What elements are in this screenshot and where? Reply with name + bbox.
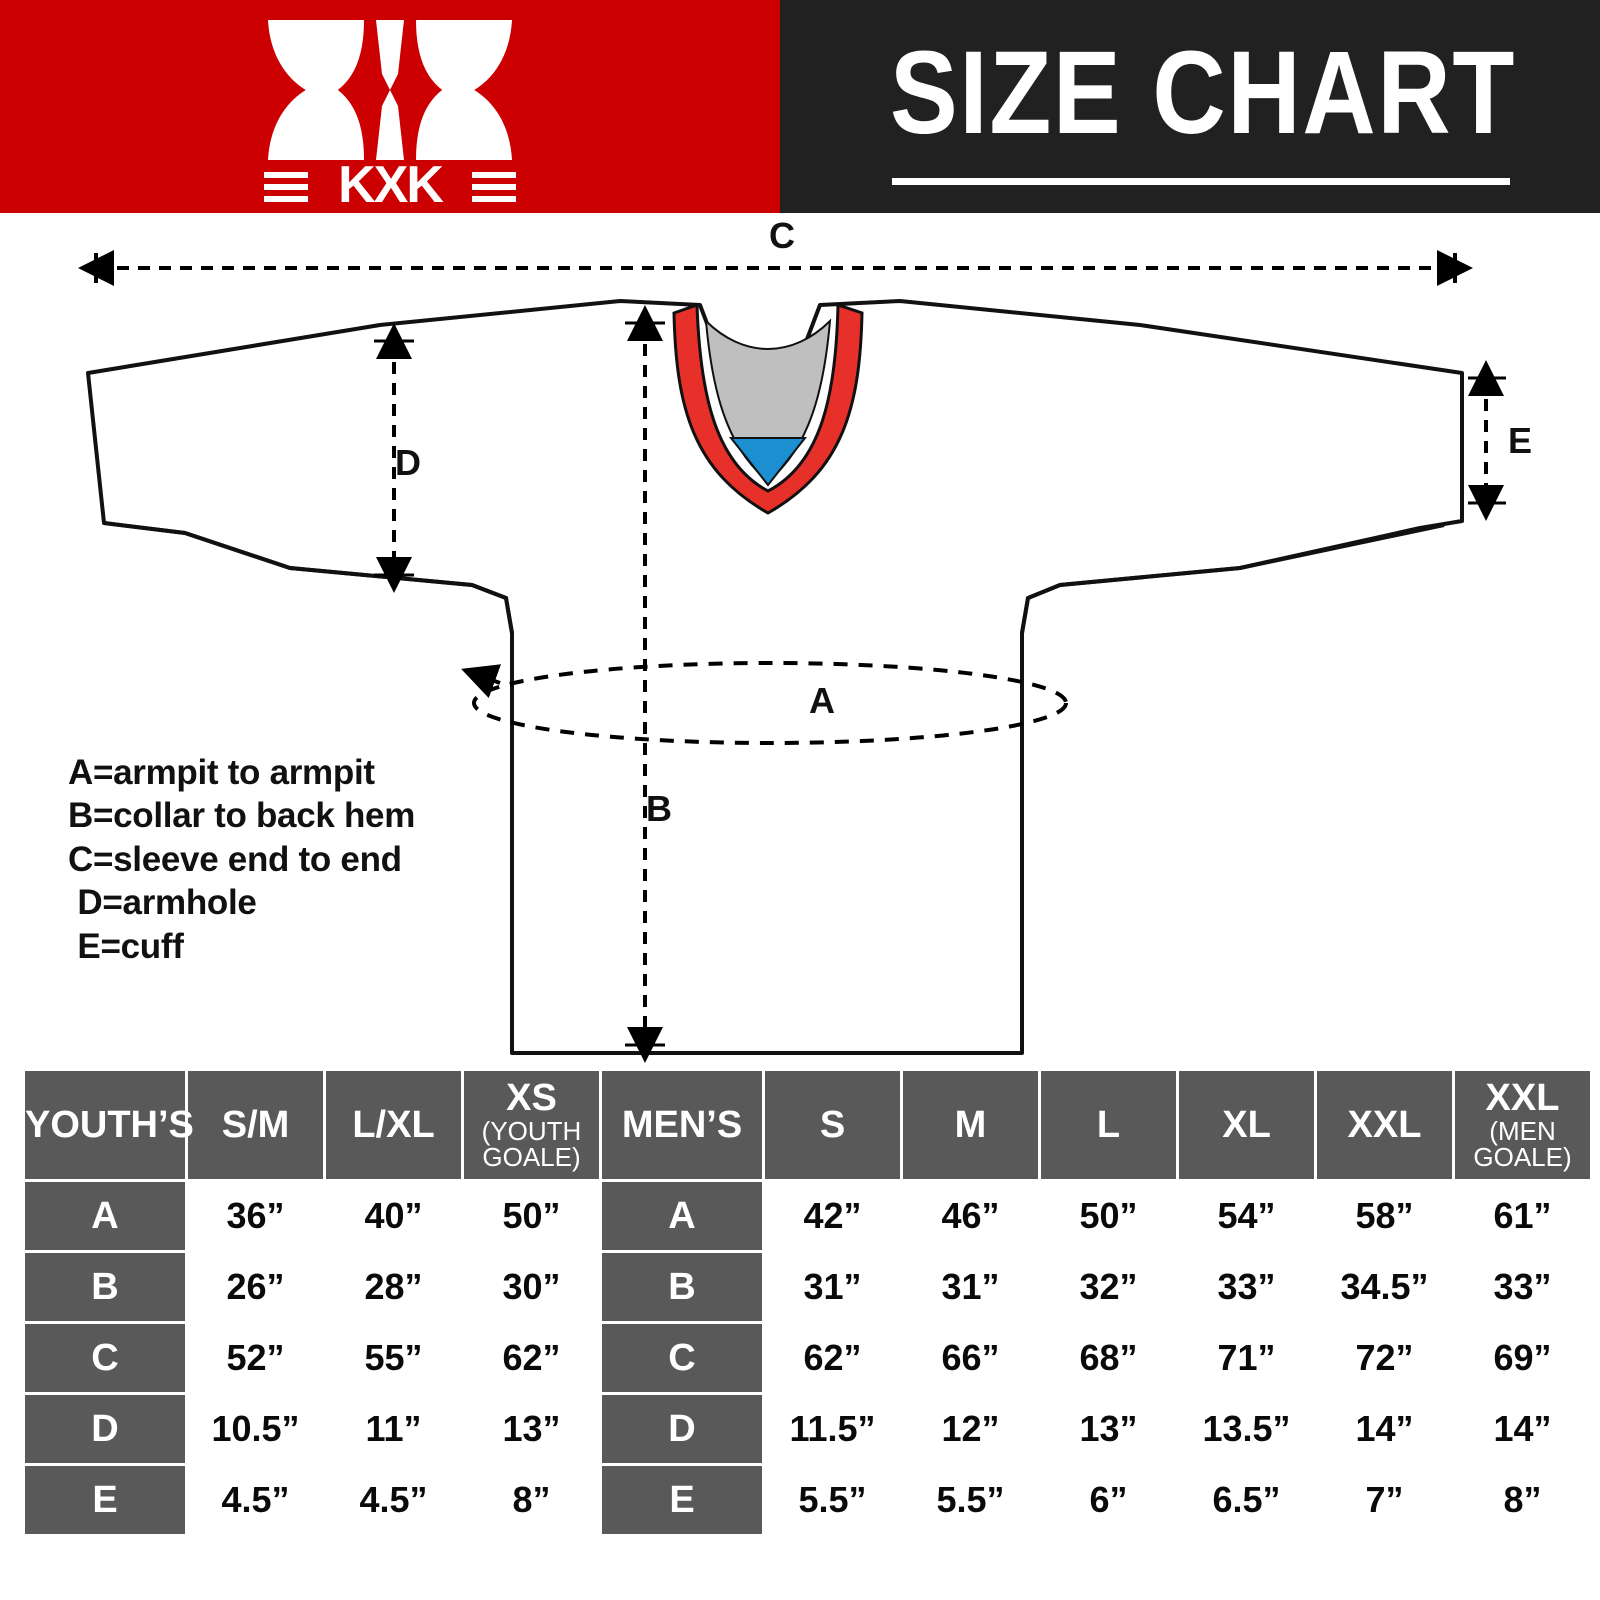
- cell-youth-b-2: 30”: [464, 1253, 599, 1321]
- table-row: D 10.5” 11” 13” D 11.5” 12” 13” 13.5” 14…: [25, 1395, 1590, 1463]
- header-mens-xxl-sub: (MEN GOALE): [1473, 1115, 1572, 1173]
- header-mens-xl: XL: [1179, 1071, 1314, 1179]
- collar-trim: [672, 302, 864, 515]
- cell-mens-d-0: 11.5”: [765, 1395, 900, 1463]
- title-underline: [892, 178, 1510, 185]
- page-title: SIZE CHART: [890, 27, 1517, 159]
- cell-mens-a-1: 46”: [903, 1182, 1038, 1250]
- cell-mens-a-3: 54”: [1179, 1182, 1314, 1250]
- cell-mens-d-3: 13.5”: [1179, 1395, 1314, 1463]
- brand-panel: KXK: [0, 0, 780, 214]
- row-label-mens-a: A: [602, 1182, 762, 1250]
- cell-youth-c-2: 62”: [464, 1324, 599, 1392]
- header-mens-xxl: XXL: [1317, 1071, 1452, 1179]
- cell-youth-d-0: 10.5”: [188, 1395, 323, 1463]
- cell-mens-c-4: 72”: [1317, 1324, 1452, 1392]
- cell-youth-b-1: 28”: [326, 1253, 461, 1321]
- cell-mens-e-4: 7”: [1317, 1466, 1452, 1534]
- size-table-container: YOUTH’S S/M L/XL XS (YOUTH GOALE) MEN’S …: [22, 1068, 1590, 1537]
- measurement-legend: A=armpit to armpit B=collar to back hem …: [68, 753, 416, 966]
- dimension-label-b: B: [646, 788, 672, 829]
- jersey-diagram-area: C D E B A A=armpit to armp: [0, 213, 1600, 1068]
- cell-mens-b-4: 34.5”: [1317, 1253, 1452, 1321]
- jersey-technical-drawing: C D E B A: [78, 215, 1532, 1063]
- dimension-label-d: D: [395, 442, 421, 483]
- cell-mens-c-1: 66”: [903, 1324, 1038, 1392]
- cell-mens-e-0: 5.5”: [765, 1466, 900, 1534]
- row-label-youth-c: C: [25, 1324, 185, 1392]
- row-label-mens-d: D: [602, 1395, 762, 1463]
- header-mens-xxl-goalie: XXL (MEN GOALE): [1455, 1071, 1590, 1179]
- cell-mens-b-2: 32”: [1041, 1253, 1176, 1321]
- cell-youth-e-1: 4.5”: [326, 1466, 461, 1534]
- header-mens-s: S: [765, 1071, 900, 1179]
- cell-youth-c-0: 52”: [188, 1324, 323, 1392]
- cell-youth-d-2: 13”: [464, 1395, 599, 1463]
- table-body: A 36” 40” 50” A 42” 46” 50” 54” 58” 61” …: [25, 1182, 1590, 1534]
- header-youth-xs-main: XS: [506, 1077, 557, 1120]
- table-row: A 36” 40” 50” A 42” 46” 50” 54” 58” 61”: [25, 1182, 1590, 1250]
- table-row: C 52” 55” 62” C 62” 66” 68” 71” 72” 69”: [25, 1324, 1590, 1392]
- cell-youth-c-1: 55”: [326, 1324, 461, 1392]
- dimension-ellipse-a: [472, 661, 1068, 745]
- svg-text:KXK: KXK: [338, 156, 444, 202]
- cell-youth-d-1: 11”: [326, 1395, 461, 1463]
- cell-mens-d-1: 12”: [903, 1395, 1038, 1463]
- dimension-label-c: C: [769, 215, 795, 256]
- cell-mens-e-5: 8”: [1455, 1466, 1590, 1534]
- header-youths: YOUTH’S: [25, 1071, 194, 1179]
- cell-mens-a-5: 61”: [1455, 1182, 1590, 1250]
- cell-mens-b-5: 33”: [1455, 1253, 1590, 1321]
- cell-mens-c-3: 71”: [1179, 1324, 1314, 1392]
- row-label-youth-a: A: [25, 1182, 185, 1250]
- size-table: YOUTH’S S/M L/XL XS (YOUTH GOALE) MEN’S …: [22, 1068, 1593, 1537]
- header-youth-xs-goalie: XS (YOUTH GOALE): [464, 1071, 599, 1179]
- collar-accent: [728, 437, 808, 487]
- cell-youth-e-2: 8”: [464, 1466, 599, 1534]
- cell-mens-c-2: 68”: [1041, 1324, 1176, 1392]
- table-header-row: YOUTH’S S/M L/XL XS (YOUTH GOALE) MEN’S …: [25, 1071, 1590, 1179]
- kxk-logo: KXK: [260, 12, 520, 214]
- cell-mens-e-3: 6.5”: [1179, 1466, 1314, 1534]
- row-label-youth-d: D: [25, 1395, 185, 1463]
- table-row: B 26” 28” 30” B 31” 31” 32” 33” 34.5” 33…: [25, 1253, 1590, 1321]
- cell-mens-b-0: 31”: [765, 1253, 900, 1321]
- header-mens-m: M: [903, 1071, 1038, 1179]
- table-row: E 4.5” 4.5” 8” E 5.5” 5.5” 6” 6.5” 7” 8”: [25, 1466, 1590, 1534]
- cell-youth-a-1: 40”: [326, 1182, 461, 1250]
- cell-mens-a-2: 50”: [1041, 1182, 1176, 1250]
- row-label-mens-c: C: [602, 1324, 762, 1392]
- cell-youth-e-0: 4.5”: [188, 1466, 323, 1534]
- header-mens-l: L: [1041, 1071, 1176, 1179]
- title-panel: SIZE CHART: [780, 0, 1600, 213]
- cell-mens-e-1: 5.5”: [903, 1466, 1038, 1534]
- cell-mens-c-0: 62”: [765, 1324, 900, 1392]
- cell-mens-d-5: 14”: [1455, 1395, 1590, 1463]
- cell-mens-d-4: 14”: [1317, 1395, 1452, 1463]
- cell-mens-d-2: 13”: [1041, 1395, 1176, 1463]
- row-label-mens-b: B: [602, 1253, 762, 1321]
- row-label-youth-b: B: [25, 1253, 185, 1321]
- dimension-label-a: A: [809, 680, 835, 721]
- cell-mens-a-0: 42”: [765, 1182, 900, 1250]
- dimension-label-e: E: [1508, 420, 1532, 461]
- row-label-mens-e: E: [602, 1466, 762, 1534]
- cell-youth-b-0: 26”: [188, 1253, 323, 1321]
- cell-mens-a-4: 58”: [1317, 1182, 1452, 1250]
- cell-mens-e-2: 6”: [1041, 1466, 1176, 1534]
- row-label-youth-e: E: [25, 1466, 185, 1534]
- header-youth-xs-sub: (YOUTH GOALE): [481, 1115, 582, 1173]
- header-mens: MEN’S: [602, 1071, 762, 1179]
- header-youth-lxl: L/XL: [326, 1071, 461, 1179]
- header-youth-sm: S/M: [188, 1071, 323, 1179]
- header-mens-xxl-main: XXL: [1485, 1077, 1560, 1120]
- page-header: KXK SIZE CHART: [0, 0, 1600, 214]
- cell-mens-c-5: 69”: [1455, 1324, 1590, 1392]
- cell-youth-a-0: 36”: [188, 1182, 323, 1250]
- cell-mens-b-1: 31”: [903, 1253, 1038, 1321]
- cell-youth-a-2: 50”: [464, 1182, 599, 1250]
- right-sleeve-seam: [1020, 523, 1445, 634]
- cell-mens-b-3: 33”: [1179, 1253, 1314, 1321]
